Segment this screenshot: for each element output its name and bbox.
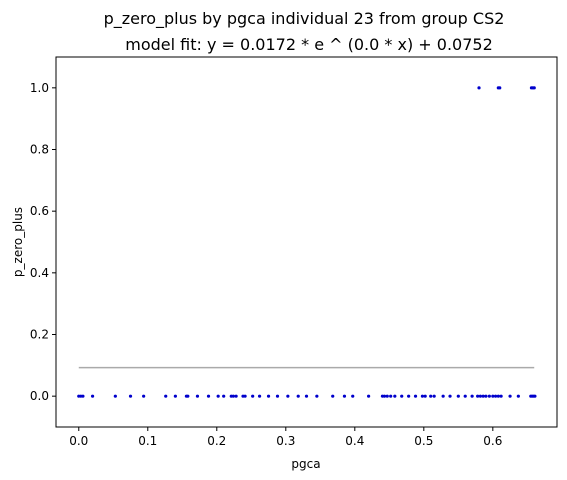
x-tick-label: 0.2 <box>207 434 226 448</box>
data-point <box>351 394 355 398</box>
data-point <box>532 86 536 90</box>
x-tick-label: 0.1 <box>138 434 157 448</box>
data-point <box>266 394 271 398</box>
data-point <box>251 394 255 398</box>
data-point <box>173 394 177 398</box>
data-point <box>231 394 235 398</box>
data-point <box>496 394 500 398</box>
data-point <box>420 394 425 398</box>
y-tick-label: 1.0 <box>30 81 49 95</box>
data-point <box>81 394 85 398</box>
data-point <box>286 394 290 398</box>
data-point <box>234 394 238 398</box>
data-point <box>342 394 347 398</box>
data-point <box>113 394 117 398</box>
data-point <box>491 394 495 398</box>
data-point <box>481 394 485 398</box>
x-tick-label: 0.6 <box>483 434 502 448</box>
data-point <box>90 394 95 398</box>
data-point <box>389 394 393 398</box>
x-tick-label: 0.3 <box>276 434 295 448</box>
data-point <box>533 394 537 398</box>
data-point <box>413 394 418 398</box>
data-point <box>275 394 280 398</box>
x-axis-label: pgca <box>291 457 320 471</box>
data-point <box>432 394 436 398</box>
data-point <box>456 394 460 398</box>
data-point <box>441 394 445 398</box>
x-tick-label: 0.5 <box>414 434 433 448</box>
data-point <box>315 394 319 398</box>
data-point <box>478 394 483 398</box>
y-tick-label: 0.6 <box>30 204 49 218</box>
data-point <box>304 394 309 398</box>
data-point <box>243 394 247 398</box>
y-axis-label: p_zero_plus <box>11 207 25 277</box>
data-point <box>128 394 133 398</box>
plot-area-frame <box>55 56 558 428</box>
data-point <box>429 394 433 398</box>
data-point <box>407 394 411 398</box>
data-point <box>296 394 300 398</box>
data-point <box>216 394 220 398</box>
data-point <box>142 394 146 398</box>
chart-subtitle: model fit: y = 0.0172 * e ^ (0.0 * x) + … <box>125 35 493 54</box>
x-tick-label: 0.4 <box>345 434 364 448</box>
y-tick-label: 0.0 <box>30 389 49 403</box>
data-point <box>367 394 371 398</box>
data-point <box>382 394 387 398</box>
data-point <box>164 394 168 398</box>
x-axis-ticks: 0.0 0.1 0.2 0.3 0.4 0.5 0.6 <box>69 427 502 448</box>
y-tick-label: 0.2 <box>30 328 49 342</box>
x-tick-label: 0.0 <box>69 434 88 448</box>
data-point <box>206 394 211 398</box>
data-point <box>499 394 503 398</box>
data-point <box>385 394 389 398</box>
data-point <box>487 394 491 398</box>
data-point <box>186 394 190 398</box>
y-tick-label: 0.4 <box>30 266 49 280</box>
data-point <box>195 394 200 398</box>
data-point <box>257 394 262 398</box>
y-tick-label: 0.8 <box>30 143 49 157</box>
data-point <box>331 394 335 398</box>
data-point <box>400 394 404 398</box>
data-point <box>448 394 452 398</box>
data-point <box>222 394 226 398</box>
data-point <box>476 394 480 398</box>
data-point <box>516 394 520 398</box>
data-point <box>393 394 397 398</box>
data-point <box>484 394 488 398</box>
data-point <box>477 86 481 90</box>
data-point <box>423 394 427 398</box>
plot-marks <box>77 86 537 398</box>
data-point <box>470 394 474 398</box>
y-axis-ticks: 0.0 0.2 0.4 0.6 0.8 1.0 <box>30 81 56 403</box>
chart-title: p_zero_plus by pgca individual 23 from g… <box>104 9 505 29</box>
data-point <box>493 394 498 398</box>
data-point <box>463 394 467 398</box>
data-point <box>498 86 502 90</box>
data-point <box>508 394 512 398</box>
